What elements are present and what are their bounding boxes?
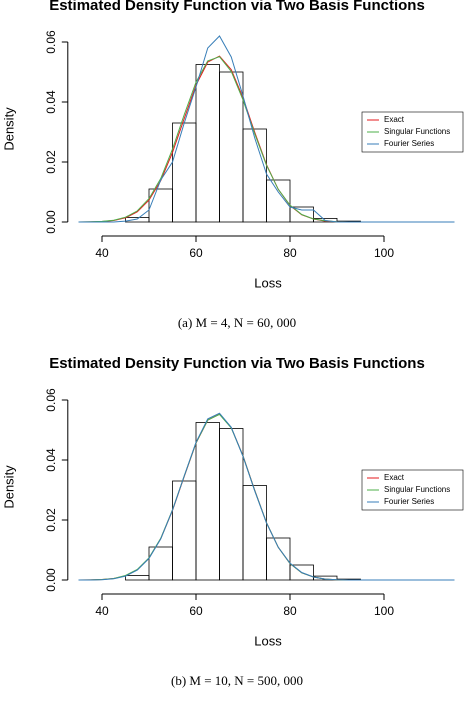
legend-label: Exact [384, 115, 405, 124]
x-axis-label: Loss [254, 633, 282, 648]
histogram-bar [266, 537, 291, 581]
histogram-bar [242, 485, 267, 581]
legend-label: Singular Functions [384, 485, 450, 494]
caption: (a) M = 4, N = 60, 000 [178, 315, 296, 330]
legend-label: Singular Functions [384, 127, 450, 136]
x-tick-label: 60 [189, 246, 203, 260]
histogram-bar [266, 179, 291, 223]
histogram-bar [125, 217, 150, 223]
histogram-bar [125, 575, 150, 581]
y-tick-label: 0.06 [44, 388, 58, 412]
chart-title: Estimated Density Function via Two Basis… [49, 355, 425, 372]
legend-label: Fourier Series [384, 139, 434, 148]
x-axis-label: Loss [254, 275, 282, 290]
y-tick-label: 0.04 [44, 90, 58, 114]
histogram-bar [172, 480, 197, 581]
density-line [78, 35, 455, 223]
histogram-bar [313, 217, 338, 223]
chart-title: Estimated Density Function via Two Basis… [49, 0, 425, 14]
y-tick-label: 0.02 [44, 508, 58, 532]
density-line [78, 412, 455, 581]
histogram-bar [289, 564, 314, 581]
x-tick-label: 40 [95, 604, 109, 618]
x-tick-label: 80 [283, 604, 297, 618]
histogram-bar [289, 206, 314, 223]
x-tick-label: 80 [283, 246, 297, 260]
legend-label: Exact [384, 473, 405, 482]
x-tick-label: 100 [374, 604, 394, 618]
x-tick-label: 60 [189, 604, 203, 618]
x-tick-label: 100 [374, 246, 394, 260]
y-tick-label: 0.00 [44, 568, 58, 592]
histogram-bar [313, 575, 338, 581]
legend-label: Fourier Series [384, 497, 434, 506]
y-tick-label: 0.06 [44, 30, 58, 54]
y-tick-label: 0.02 [44, 150, 58, 174]
x-tick-label: 40 [95, 246, 109, 260]
histogram-bar [242, 128, 267, 223]
y-axis-label: Density [1, 107, 16, 151]
y-tick-label: 0.00 [44, 210, 58, 234]
histogram-bar [219, 428, 244, 581]
y-tick-label: 0.04 [44, 448, 58, 472]
histogram-bar [195, 64, 220, 223]
histogram-bar [195, 422, 220, 581]
histogram-bar [219, 71, 244, 223]
y-axis-label: Density [1, 465, 16, 509]
caption: (b) M = 10, N = 500, 000 [171, 673, 303, 688]
